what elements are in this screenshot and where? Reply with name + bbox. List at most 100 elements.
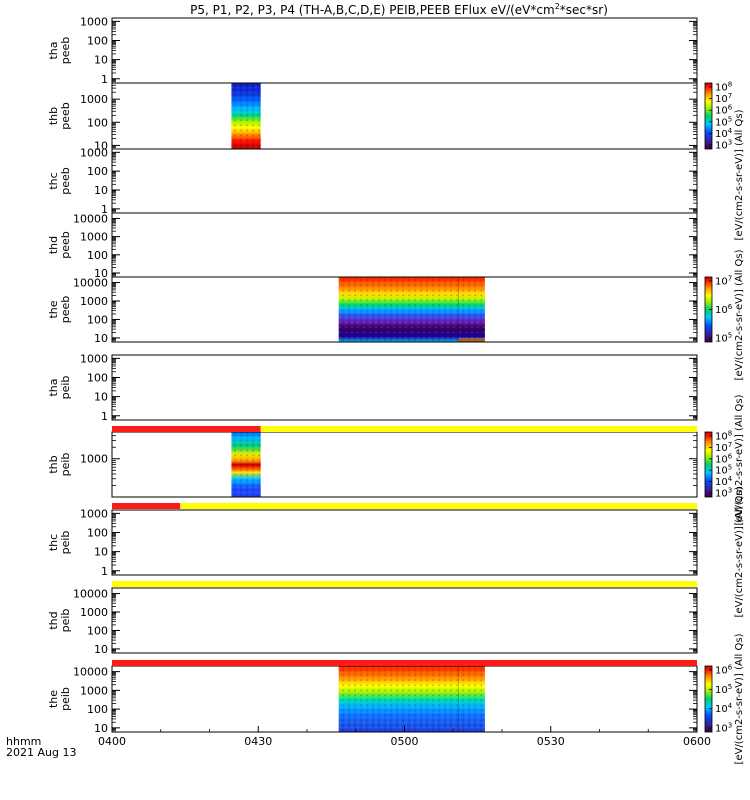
colorbar-tick-label: 105: [715, 115, 732, 128]
colorbar-tick-label: 105: [715, 332, 732, 345]
y-tick-label: 10: [94, 332, 108, 345]
panel-tha-peeb: 1000 100 10 1 tha peeb: [47, 15, 698, 86]
status-segment: [180, 503, 697, 509]
y-tick-label: 10000: [73, 212, 108, 225]
colorbar-gradient: [704, 431, 713, 498]
panel-tha-peib: 1000 100 10 1 tha peib: [47, 352, 698, 423]
x-tick-label: 0430: [244, 735, 272, 748]
colorbar: 107 106 105: [704, 275, 733, 345]
status-segment: [112, 426, 261, 432]
colorbar-tick-label: 104: [715, 475, 733, 488]
status-bar: [112, 426, 697, 432]
colorbar-tick-label: 107: [715, 441, 732, 454]
y-tick-label: 1: [101, 203, 108, 216]
y-tick-label: 100: [87, 116, 108, 129]
panel-label-product: peib: [59, 376, 72, 400]
panel-label: thc peeb: [47, 167, 72, 195]
y-tick-label: 1000: [80, 146, 108, 159]
colorbar-unit-label: [eV/(cm2-s-sr-eV)] (All Qs): [734, 633, 745, 764]
y-tick-label: 1000: [80, 352, 108, 365]
colorbar-tick-label: 104: [715, 127, 733, 140]
y-tick-label: 1000: [80, 606, 108, 619]
panel-the-peib: 10000 1000 100 10 the peib: [47, 665, 698, 735]
colorbar-unit-label: [eV/(cm2-s-sr-eV)] (All Qs): [734, 109, 745, 240]
x-tick-label: 0500: [391, 735, 419, 748]
y-tick-label: 10: [94, 54, 108, 67]
colorbar-tick-label: 103: [715, 722, 732, 735]
colorbar-tick-label: 106: [715, 104, 733, 117]
x-tick-label: 0530: [537, 735, 565, 748]
colorbar: 106 105 104 103: [704, 664, 733, 735]
status-segment: [112, 581, 697, 587]
x-tick-label: 0600: [683, 735, 711, 748]
panel-label-product: peeb: [59, 167, 72, 195]
colorbar-tick-label: 103: [715, 487, 732, 500]
x-tick-label: 0400: [98, 735, 126, 748]
y-tick-label: 1000: [80, 295, 108, 308]
y-tick-label: 100: [87, 165, 108, 178]
panel-frame: [111, 354, 698, 421]
colorbar-gradient: [704, 82, 713, 150]
panel-label-probe: thd: [47, 611, 60, 629]
colorbar-unit-label: [eV/(cm2-s-sr-eV)] (All Qs): [734, 394, 745, 525]
panel-label: the peib: [47, 687, 72, 711]
y-tick-label: 100: [87, 371, 108, 384]
colorbars: 1081071061051041031071061051081071061051…: [704, 81, 733, 735]
y-tick-label: 1000: [80, 93, 108, 106]
y-tick-label: 1000: [80, 231, 108, 244]
chart-title: P5, P1, P2, P3, P4 (TH-A,B,C,D,E) PEIB,P…: [190, 2, 608, 17]
y-tick-label: 10000: [73, 277, 108, 290]
panel-label-probe: tha: [47, 41, 60, 59]
panel-frame: [111, 82, 698, 150]
spectrogram-texture: [338, 666, 485, 732]
panel-frame: [111, 276, 698, 343]
colorbar-tick-label: 104: [715, 702, 733, 715]
panel-label-probe: the: [47, 690, 60, 708]
status-bar: [112, 581, 697, 587]
status-bar: [112, 503, 697, 509]
panel-label-product: peib: [59, 687, 72, 711]
panel-label: tha peeb: [47, 37, 72, 65]
y-tick-label: 10: [94, 267, 108, 280]
colorbar-tick-label: 105: [715, 683, 732, 696]
panel-thb-peib: 1000 thb peib: [47, 431, 698, 498]
y-tick-label: 100: [87, 624, 108, 637]
panel-label-probe: the: [47, 300, 60, 318]
colorbar-gradient: [704, 665, 713, 733]
x-axis-label: hhmm: [6, 735, 41, 748]
y-tick-label: 10: [94, 184, 108, 197]
panel-label-probe: thc: [47, 172, 60, 189]
colorbar-unit-label: [eV/(cm2-s-sr-eV)] (All Qs): [734, 486, 745, 617]
colorbar-tick-label: 103: [715, 139, 732, 152]
status-bar: [112, 660, 697, 666]
y-tick-label: 10000: [73, 666, 108, 679]
x-axis-date: 2021 Aug 13: [6, 746, 76, 759]
y-tick-label: 100: [87, 249, 108, 262]
y-tick-label: 1: [101, 565, 108, 578]
y-tick-label: 100: [87, 703, 108, 716]
panel-frame: [111, 17, 698, 84]
y-tick-label: 1000: [80, 507, 108, 520]
panel-the-peeb: 10000 1000 100 10 the peeb: [47, 276, 698, 345]
status-segment: [112, 503, 181, 509]
panel-label-product: peib: [59, 531, 72, 555]
colorbar-tick-label: 106: [715, 303, 733, 316]
colorbar-tick-label: 107: [715, 92, 732, 105]
panel-thc-peeb: 1000 100 10 1 thc peeb: [47, 146, 698, 216]
panel-frame: [111, 431, 698, 498]
y-tick-label: 100: [87, 313, 108, 326]
colorbar-tick-label: 106: [715, 664, 733, 677]
spectrogram-texture: [338, 277, 485, 342]
panel-label-probe: thb: [47, 455, 60, 473]
panel-label-probe: thc: [47, 534, 60, 551]
colorbar-unit-labels: [eV/(cm2-s-sr-eV)] (All Qs)[eV/(cm2-s-sr…: [734, 109, 745, 764]
panel-label: thd peib: [47, 609, 72, 633]
panel-label-product: peeb: [59, 102, 72, 130]
y-tick-label: 10: [94, 139, 108, 152]
panel-label-product: peib: [59, 609, 72, 633]
status-bars: [112, 426, 697, 666]
panel-label-product: peeb: [59, 37, 72, 65]
panel-frame: [111, 509, 698, 576]
